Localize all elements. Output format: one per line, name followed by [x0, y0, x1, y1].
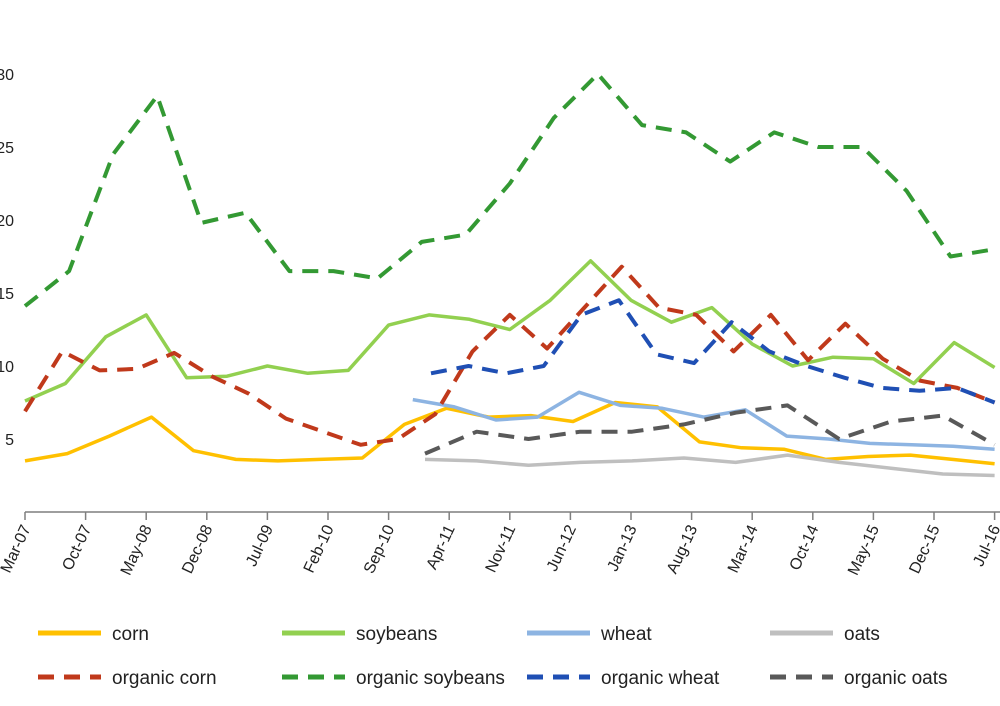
legend: corn soybeans wheat oats organic corn organic… [38, 624, 948, 689]
legend-label-organic-corn: organic corn [112, 668, 217, 689]
x-tick-label: Jul-16 [970, 522, 1000, 569]
x-tick-label: Feb-10 [301, 522, 338, 575]
series-line-wheat [412, 390, 995, 451]
x-tick-label: Aug-13 [664, 522, 701, 576]
y-tick-label: 25 [0, 140, 14, 157]
y-tick-label: 5 [5, 432, 14, 449]
legend-label-organic-soybeans: organic soybeans [356, 668, 505, 689]
y-tick-label: 15 [0, 286, 14, 303]
legend-label-corn: corn [112, 624, 149, 645]
x-tick-label: May-08 [118, 522, 156, 578]
x-tick-label: Oct-14 [787, 522, 823, 573]
series-line-organic-soybeans [23, 72, 995, 308]
series-line-soybeans [24, 259, 996, 403]
series-line-oats [424, 453, 995, 478]
x-tick-label: Dec-08 [179, 522, 216, 576]
x-tick-label: Nov-11 [483, 522, 520, 575]
x-tick-label: Jul-09 [243, 522, 277, 569]
legend-label-oats: oats [844, 624, 880, 645]
x-tick-label: Mar-14 [725, 522, 762, 575]
series-line-organic-corn [23, 264, 996, 447]
plot-area [23, 72, 996, 478]
x-tick-label: May-15 [845, 522, 883, 578]
y-tick-label: 20 [0, 213, 14, 230]
x-tick-label: Jan-13 [605, 522, 641, 574]
x-axis-ticks: Mar-07 Oct-07 May-08 Dec-08 Jul-09 Feb-10 Sep-… [0, 512, 1000, 578]
series-line-organic-oats [424, 403, 996, 456]
x-tick-label: Dec-15 [906, 522, 943, 576]
x-tick-label: Sep-10 [361, 522, 398, 576]
y-tick-label: 30 [0, 67, 14, 84]
series-line-corn [24, 400, 995, 466]
legend-label-organic-oats: organic oats [844, 668, 948, 689]
x-tick-label: Jun-12 [544, 522, 580, 574]
series-line-organic-wheat [430, 298, 996, 405]
y-tick-label: 10 [0, 359, 14, 376]
x-tick-label: Oct-07 [60, 522, 96, 573]
legend-label-soybeans: soybeans [356, 624, 437, 645]
legend-label-organic-wheat: organic wheat [601, 668, 720, 689]
x-tick-label: Apr-11 [424, 522, 459, 572]
y-axis-ticks: 5 10 15 20 25 30 [0, 67, 14, 449]
x-tick-label: Mar-07 [0, 522, 35, 575]
legend-label-wheat: wheat [600, 624, 652, 645]
